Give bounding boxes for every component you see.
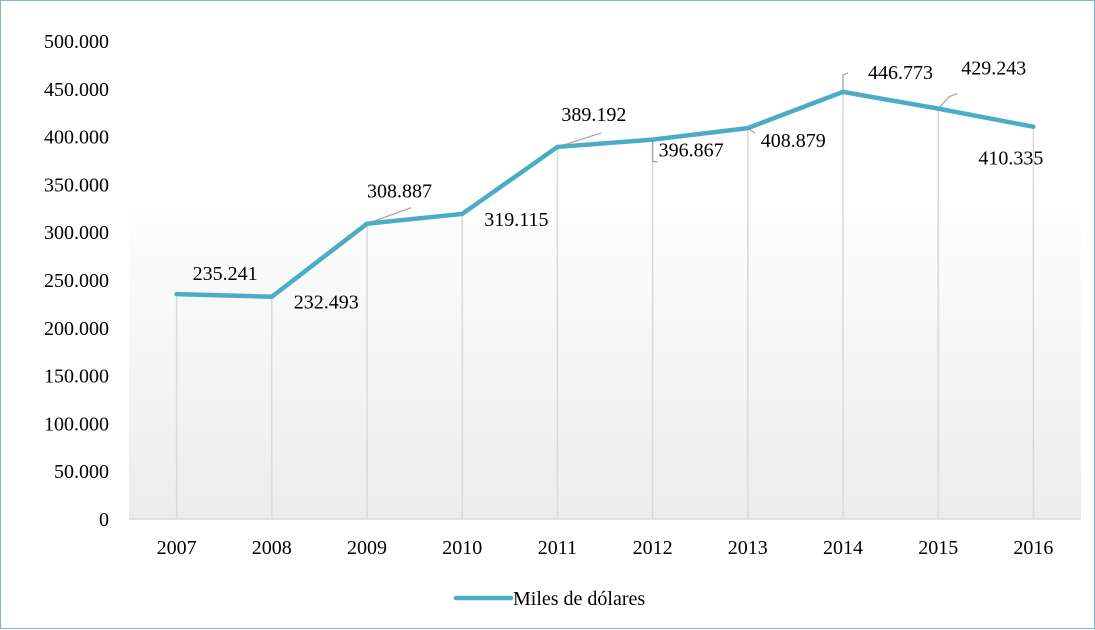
data-label: 408.879	[761, 130, 826, 152]
y-tick-label: 350.000	[44, 174, 109, 196]
x-tick-label: 2014	[823, 537, 863, 559]
x-tick-label: 2009	[347, 537, 387, 559]
series-line	[174, 89, 1036, 299]
x-tick-label: 2012	[633, 537, 673, 559]
y-tick-label: 200.000	[44, 318, 109, 340]
y-tick-label: 300.000	[44, 222, 109, 244]
y-tick-label: 150.000	[44, 366, 109, 388]
data-label: 396.867	[659, 140, 724, 162]
y-tick-label: 400.000	[44, 127, 109, 149]
legend-label: Miles de dólares	[513, 588, 645, 610]
x-tick-label: 2013	[728, 537, 768, 559]
leader-line	[842, 72, 849, 92]
y-tick-label: 250.000	[44, 270, 109, 292]
x-tick-label: 2010	[442, 537, 482, 559]
data-label: 410.335	[978, 148, 1043, 170]
data-label: 389.192	[561, 104, 626, 126]
y-tick-label: 100.000	[44, 413, 109, 435]
x-tick-label: 2015	[918, 537, 958, 559]
data-label: 319.115	[484, 209, 548, 231]
x-tick-label: 2016	[1013, 537, 1053, 559]
y-tick-label: 450.000	[44, 79, 109, 101]
leader-line	[937, 93, 958, 110]
y-tick-label: 0	[99, 509, 109, 531]
y-tick-label: 50.000	[54, 461, 109, 483]
plot-area	[129, 41, 1081, 519]
data-label: 308.887	[367, 181, 432, 203]
leader-line	[651, 139, 658, 163]
y-tick-label: 500.000	[44, 31, 109, 53]
x-tick-label: 2008	[252, 537, 292, 559]
data-label: 429.243	[961, 58, 1026, 80]
data-label: 232.493	[294, 292, 359, 314]
data-label: 446.773	[868, 62, 933, 84]
data-label: 235.241	[193, 263, 258, 285]
x-tick-label: 2007	[157, 537, 197, 559]
x-tick-label: 2011	[538, 537, 577, 559]
